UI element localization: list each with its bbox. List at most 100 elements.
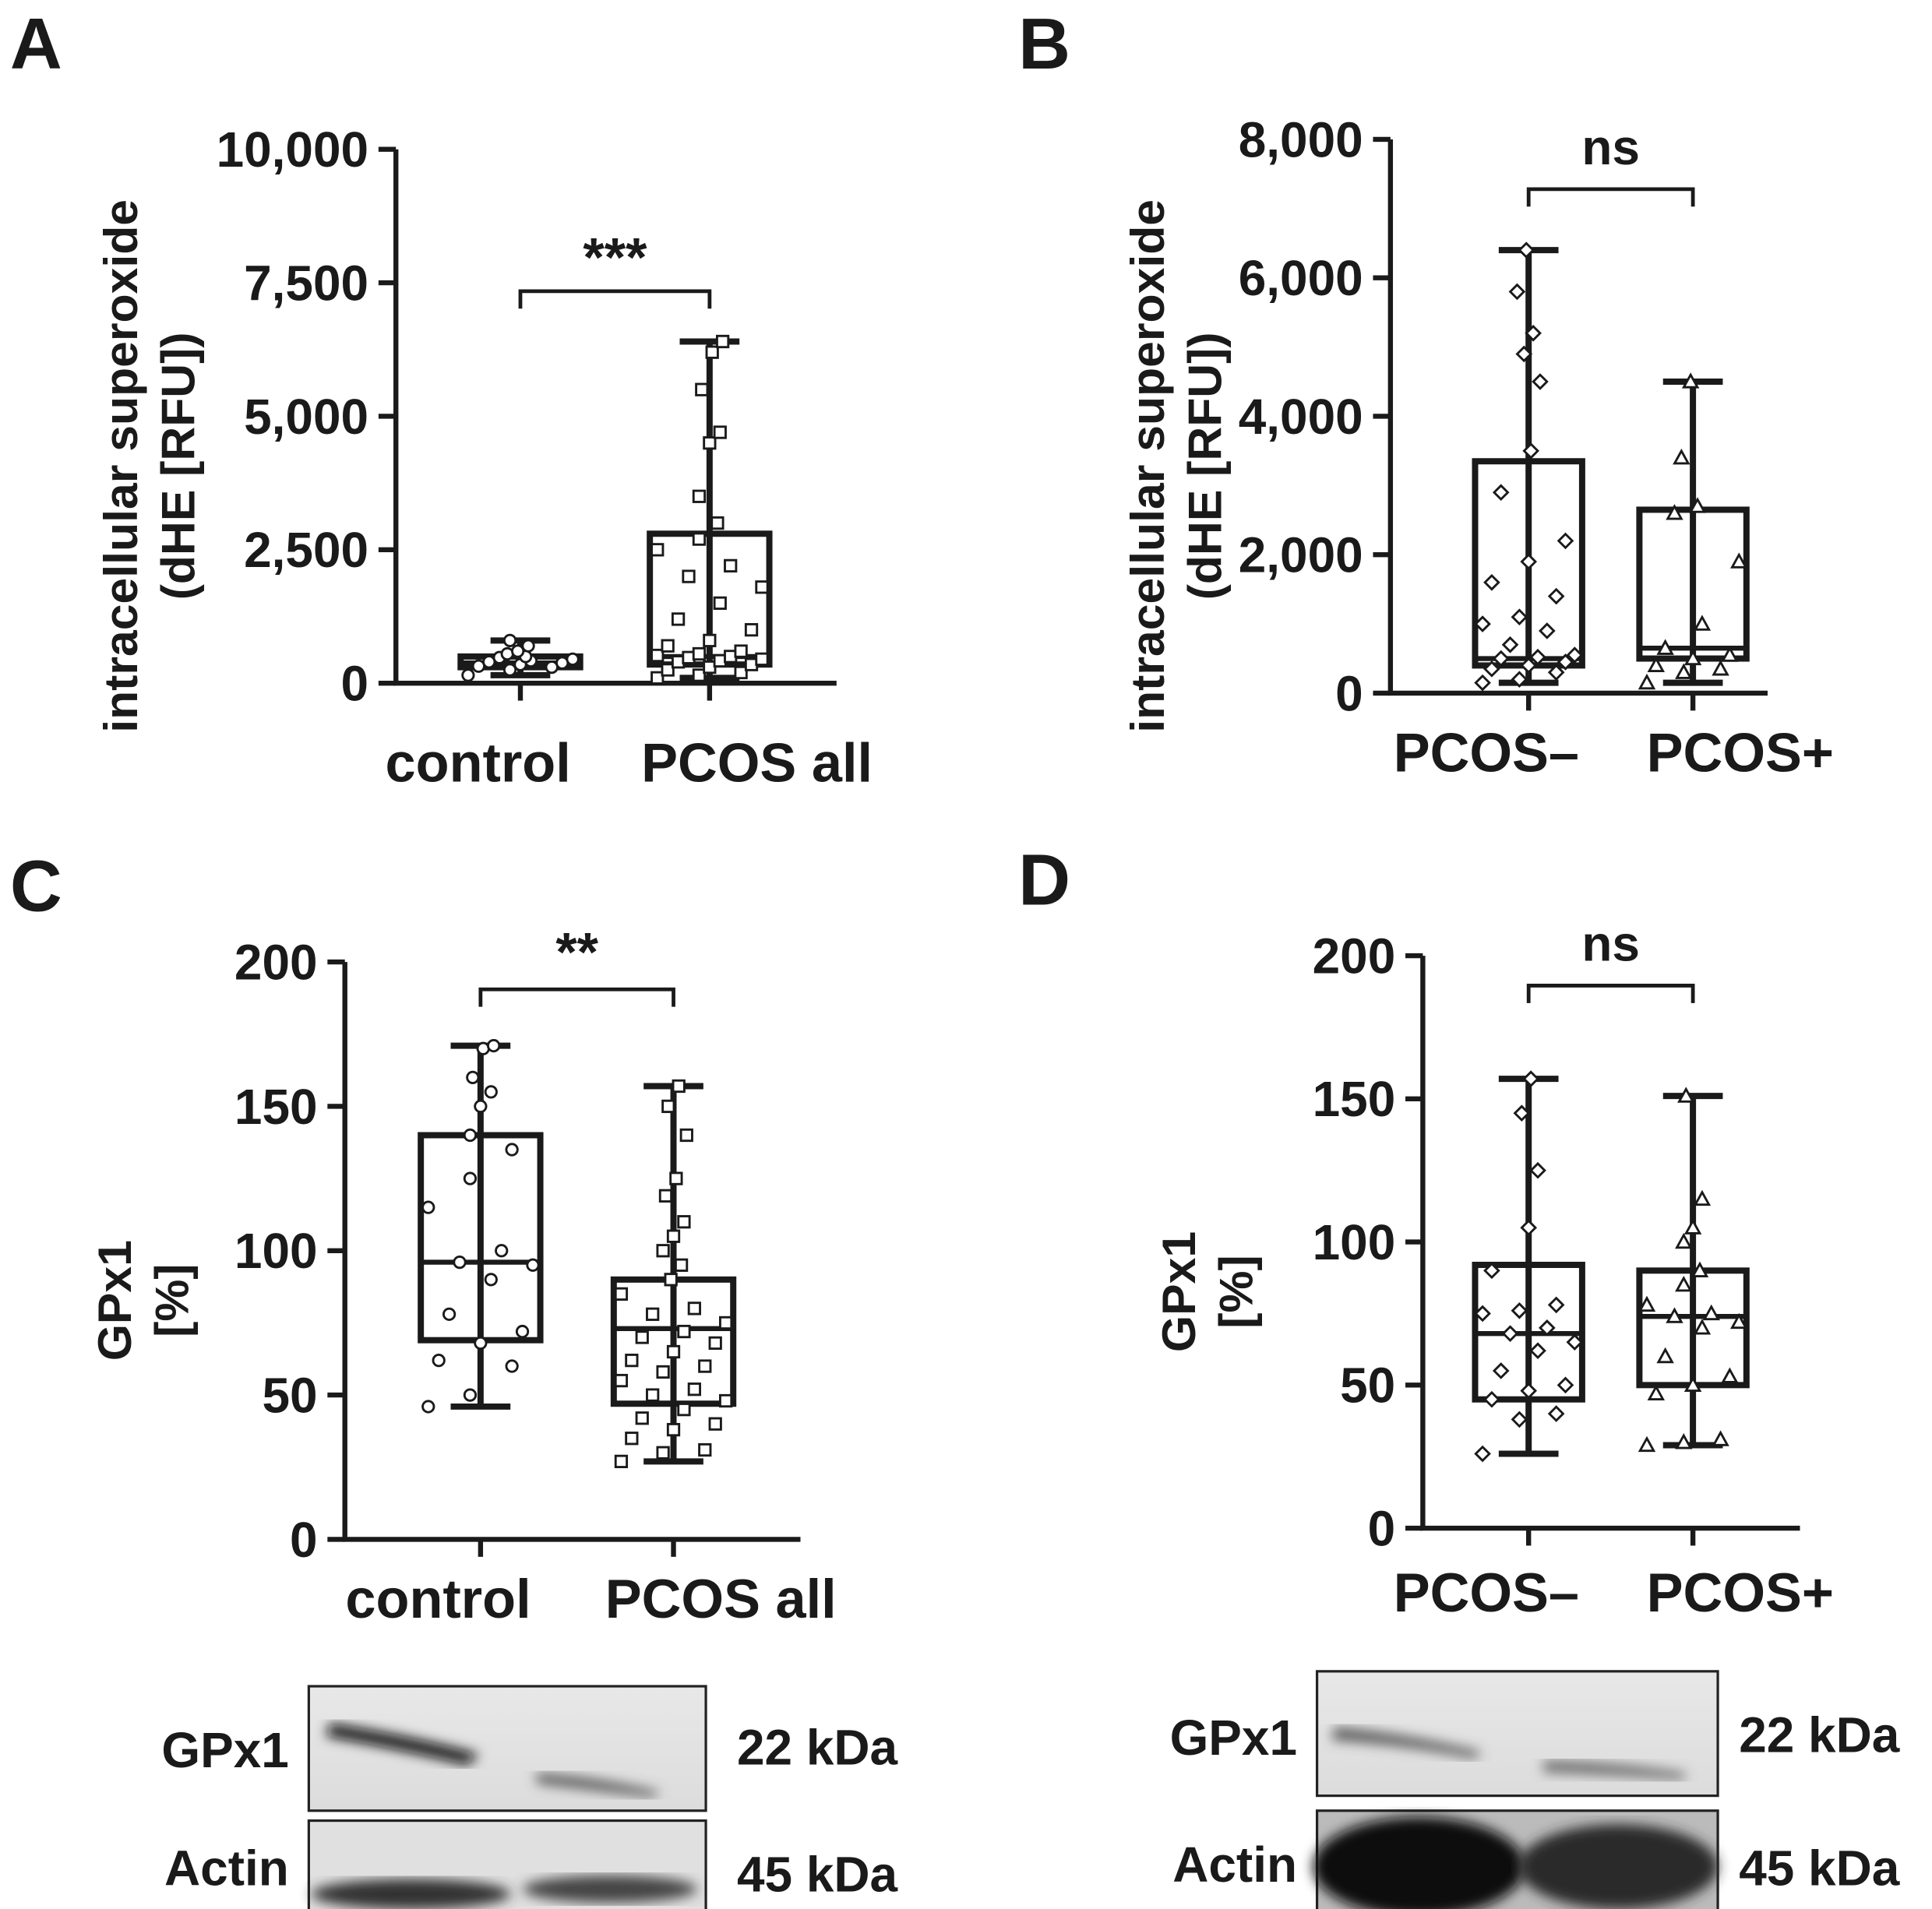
data-point	[1566, 1333, 1584, 1351]
data-point	[1647, 1384, 1666, 1400]
data-point	[474, 1099, 488, 1114]
x-tick-label: control	[386, 731, 571, 793]
y-tick-label: 8,000	[1239, 111, 1363, 167]
data-point	[718, 1393, 733, 1408]
data-point	[1520, 1219, 1538, 1237]
data-point	[505, 1359, 519, 1373]
data-point	[687, 1301, 701, 1316]
y-tick-label: 2,000	[1239, 527, 1363, 583]
data-point	[677, 1403, 691, 1417]
x-tick-label: PCOS–	[1394, 722, 1579, 784]
data-point	[1520, 553, 1538, 570]
data-point	[755, 652, 769, 666]
data-point	[1518, 241, 1535, 259]
data-point	[1520, 1382, 1538, 1400]
data-point	[1511, 1411, 1528, 1428]
data-point	[495, 1244, 509, 1258]
y-axis-label-line: intracellular superoxide	[94, 199, 147, 733]
data-point	[1539, 622, 1556, 639]
blot-protein-label: Actin	[1172, 1837, 1297, 1893]
y-tick-label: 150	[234, 1079, 318, 1135]
chart-panel-d: 0 50 100 150 200 GPx1 [%] ns PCOS– PCOS+	[1152, 915, 1834, 1623]
data-point	[614, 1373, 629, 1388]
western-blot-d: GPx1 22 kDa Actin 45 kDa	[1170, 1670, 1900, 1909]
data-point	[625, 1354, 639, 1368]
data-point	[666, 1229, 681, 1243]
data-point	[669, 1171, 683, 1185]
data-point	[1547, 1296, 1565, 1314]
data-point	[1638, 1295, 1656, 1312]
data-point	[1522, 1070, 1539, 1087]
data-point	[661, 639, 675, 653]
box-pcos: PCOS+	[1636, 1087, 1834, 1623]
panel-label-a: A	[10, 3, 62, 84]
data-point	[656, 1365, 670, 1379]
y-tick-label: 0	[1335, 665, 1363, 721]
y-axis-label: intracellular superoxide (dHE [RFU])	[94, 199, 204, 733]
data-point	[463, 1388, 478, 1402]
data-point	[515, 1324, 530, 1339]
y-tick-label: 200	[234, 934, 318, 990]
data-point	[1566, 646, 1584, 664]
western-blot-c: GPx1 22 kDa Actin 45 kDa	[161, 1685, 898, 1909]
significance-label: ***	[583, 227, 647, 288]
y-tick-label: 4,000	[1239, 389, 1363, 445]
data-point	[1693, 1189, 1712, 1206]
data-point	[698, 1359, 712, 1373]
y-tick-label: 50	[262, 1367, 317, 1423]
data-point	[1511, 671, 1528, 689]
data-point	[671, 612, 686, 626]
data-point	[487, 1038, 501, 1053]
data-point	[1690, 1261, 1709, 1277]
data-point	[1693, 1319, 1712, 1335]
data-point	[755, 580, 769, 594]
data-point	[1683, 1218, 1702, 1235]
data-point	[1712, 1430, 1729, 1446]
data-point	[453, 1255, 467, 1270]
data-point	[1525, 324, 1542, 342]
panel-label-d: D	[1018, 840, 1070, 921]
data-point	[687, 1382, 701, 1397]
y-axis-label: intracellular superoxide (dHE [RFU])	[1121, 199, 1231, 733]
data-point	[679, 1128, 693, 1143]
data-point	[614, 1454, 629, 1469]
data-point	[1557, 653, 1574, 671]
data-point	[692, 646, 707, 661]
y-tick-label: 50	[1340, 1358, 1395, 1414]
data-point	[734, 644, 748, 658]
box-control: control	[386, 633, 583, 793]
data-point	[1675, 1232, 1693, 1249]
data-point	[718, 1316, 733, 1330]
data-point	[708, 1336, 722, 1351]
y-axis-label-line: GPx1	[1152, 1231, 1205, 1352]
data-point	[744, 623, 759, 637]
y-tick-label: 0	[290, 1512, 318, 1568]
data-point	[1638, 1435, 1656, 1453]
box-pcosall: PCOS all	[605, 1079, 837, 1629]
box-control: control	[345, 1038, 544, 1629]
data-point	[650, 543, 665, 557]
box-pcos: PCOS–	[1394, 1070, 1585, 1623]
data-point	[614, 1287, 629, 1301]
x-tick-label: PCOS all	[605, 1568, 837, 1629]
data-point	[1683, 1375, 1702, 1392]
panel-label-c: C	[10, 846, 62, 927]
data-point	[1515, 345, 1533, 363]
data-point	[1474, 615, 1491, 632]
data-point	[708, 1417, 722, 1431]
data-point	[463, 1171, 478, 1185]
box-pcos: PCOS+	[1636, 372, 1834, 784]
data-point	[677, 1324, 691, 1339]
data-point	[1520, 657, 1538, 674]
data-point	[1483, 1390, 1500, 1408]
blot-size-label: 45 kDa	[737, 1847, 898, 1903]
data-point	[1673, 449, 1690, 465]
data-point	[1529, 648, 1546, 666]
data-point	[674, 1258, 689, 1272]
data-point	[1492, 1362, 1510, 1379]
data-point	[682, 569, 696, 583]
data-point	[646, 1307, 660, 1321]
data-point	[1547, 664, 1565, 682]
